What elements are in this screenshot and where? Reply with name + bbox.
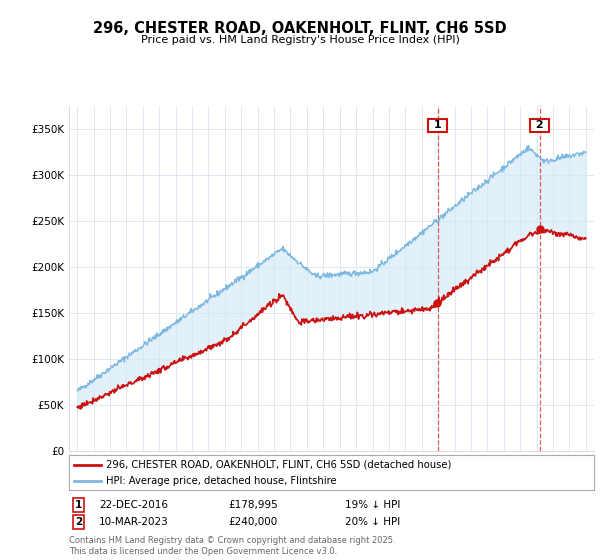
Text: 20% ↓ HPI: 20% ↓ HPI xyxy=(345,517,400,527)
Text: 296, CHESTER ROAD, OAKENHOLT, FLINT, CH6 5SD: 296, CHESTER ROAD, OAKENHOLT, FLINT, CH6… xyxy=(93,21,507,36)
Text: £240,000: £240,000 xyxy=(228,517,277,527)
Text: 10-MAR-2023: 10-MAR-2023 xyxy=(99,517,169,527)
Text: Price paid vs. HM Land Registry's House Price Index (HPI): Price paid vs. HM Land Registry's House … xyxy=(140,35,460,45)
Text: 296, CHESTER ROAD, OAKENHOLT, FLINT, CH6 5SD (detached house): 296, CHESTER ROAD, OAKENHOLT, FLINT, CH6… xyxy=(106,460,451,470)
Text: 1: 1 xyxy=(75,500,82,510)
Text: 22-DEC-2016: 22-DEC-2016 xyxy=(99,500,168,510)
Text: £178,995: £178,995 xyxy=(228,500,278,510)
Text: 1: 1 xyxy=(430,120,445,130)
Text: 19% ↓ HPI: 19% ↓ HPI xyxy=(345,500,400,510)
Text: HPI: Average price, detached house, Flintshire: HPI: Average price, detached house, Flin… xyxy=(106,475,337,486)
Text: 2: 2 xyxy=(532,120,547,130)
Text: Contains HM Land Registry data © Crown copyright and database right 2025.
This d: Contains HM Land Registry data © Crown c… xyxy=(69,536,395,556)
Text: 2: 2 xyxy=(75,517,82,527)
